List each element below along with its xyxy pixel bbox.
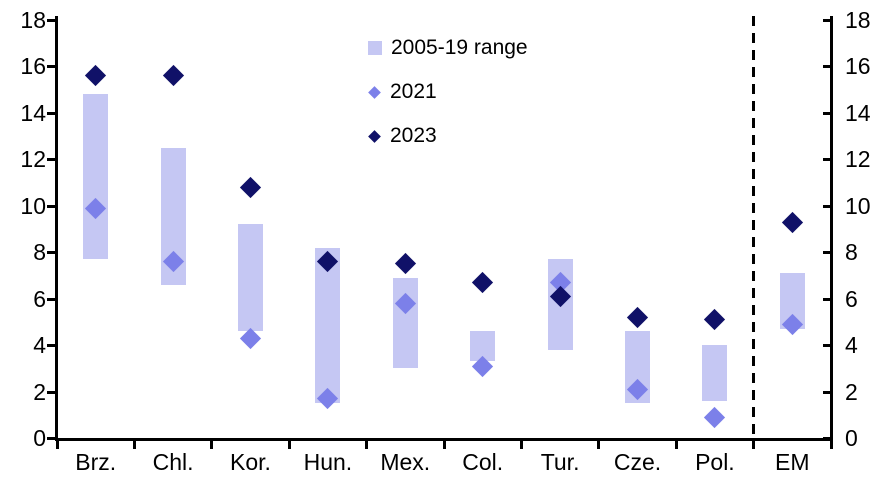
diamond-2023-swatch-icon [368, 129, 381, 143]
marker-2023 [162, 65, 184, 87]
legend: 2005-19 range 2021 2023 [368, 26, 528, 158]
x-category-label: EM [775, 449, 810, 475]
x-tick [519, 441, 523, 449]
x-category-label: Mex. [380, 449, 431, 475]
y-tick-label-left: 18 [20, 7, 46, 33]
y-tick-label-left: 8 [33, 239, 46, 266]
y-axis-left [55, 16, 58, 441]
x-tick [132, 441, 136, 449]
y-tick-left [47, 390, 56, 394]
legend-label-2021: 2021 [390, 80, 437, 103]
marker-2023 [472, 271, 494, 294]
y-tick-left [47, 19, 56, 22]
x-category-label: Tur. [540, 449, 580, 475]
y-tick-label-right: 2 [845, 378, 858, 405]
y-tick-right [823, 390, 832, 394]
y-tick-left [47, 111, 56, 115]
y-tick-right [823, 158, 832, 162]
x-axis [55, 438, 833, 441]
legend-item-2023: 2023 [368, 114, 528, 158]
range-bar [702, 345, 728, 401]
diamond-2021-swatch-icon [368, 85, 381, 99]
y-tick-right [823, 204, 832, 208]
y-tick-label-left: 6 [33, 285, 46, 312]
em-separator-dashed-line [752, 16, 756, 438]
x-tick [829, 441, 833, 449]
range-swatch-icon [368, 41, 382, 55]
legend-label-range: 2005-19 range [391, 36, 528, 59]
y-tick-label-left: 12 [20, 146, 46, 173]
x-category-label: Kor. [230, 449, 271, 475]
x-tick [365, 441, 369, 449]
y-tick-left [47, 297, 56, 301]
y-tick-right [823, 65, 832, 69]
y-tick-label-left: 2 [33, 378, 46, 405]
marker-2023 [239, 176, 262, 198]
y-tick-left [47, 158, 56, 162]
y-tick-right [823, 437, 832, 440]
y-tick-label-left: 14 [20, 99, 46, 126]
y-tick-right [823, 297, 832, 301]
y-tick-left [47, 204, 56, 208]
y-tick-left [47, 437, 56, 440]
legend-item-range: 2005-19 range [368, 26, 528, 70]
x-tick [210, 441, 214, 449]
y-tick-left [47, 344, 56, 348]
marker-2023 [85, 65, 107, 87]
range-bar [238, 224, 263, 332]
y-tick-label-left: 4 [33, 332, 46, 359]
y-axis-right [830, 16, 833, 441]
x-tick [674, 441, 678, 449]
range-bar [392, 277, 418, 369]
y-tick-left [47, 65, 56, 69]
x-category-label: Col. [462, 449, 504, 475]
legend-item-2021: 2021 [368, 70, 528, 114]
y-tick-label-right: 6 [845, 285, 858, 312]
y-tick-label-left: 16 [20, 53, 46, 80]
marker-2023 [394, 253, 416, 275]
x-tick [442, 441, 446, 449]
x-category-label: Hun. [303, 449, 353, 475]
y-tick-right [823, 111, 832, 115]
x-category-label: Brz. [75, 449, 117, 475]
y-tick-label-right: 10 [845, 192, 871, 219]
y-tick-label-right: 14 [845, 99, 871, 126]
x-tick [55, 441, 59, 449]
marker-2023 [626, 306, 649, 328]
y-tick-left [47, 251, 56, 255]
y-tick-label-right: 18 [845, 7, 871, 33]
y-tick-label-right: 12 [845, 146, 871, 173]
marker-2021 [704, 406, 726, 428]
y-tick-label-left: 0 [33, 425, 46, 451]
x-tick [597, 441, 601, 449]
legend-label-2023: 2023 [390, 124, 437, 147]
x-category-label: Cze. [613, 449, 662, 475]
y-tick-label-right: 4 [845, 332, 858, 359]
y-tick-right [823, 19, 832, 22]
y-tick-label-left: 10 [20, 192, 46, 219]
x-tick [752, 441, 756, 449]
marker-2023 [781, 211, 803, 233]
range-bar [315, 247, 341, 404]
x-tick [287, 441, 291, 449]
marker-2023 [704, 308, 726, 331]
x-category-label: Chl. [152, 449, 194, 475]
y-tick-right [823, 251, 832, 255]
y-tick-label-right: 16 [845, 53, 871, 80]
range-bar [83, 94, 109, 260]
y-tick-label-right: 8 [845, 239, 858, 266]
y-tick-right [823, 344, 832, 348]
x-category-label: Pol. [695, 449, 735, 475]
y-tick-label-right: 0 [845, 425, 858, 451]
